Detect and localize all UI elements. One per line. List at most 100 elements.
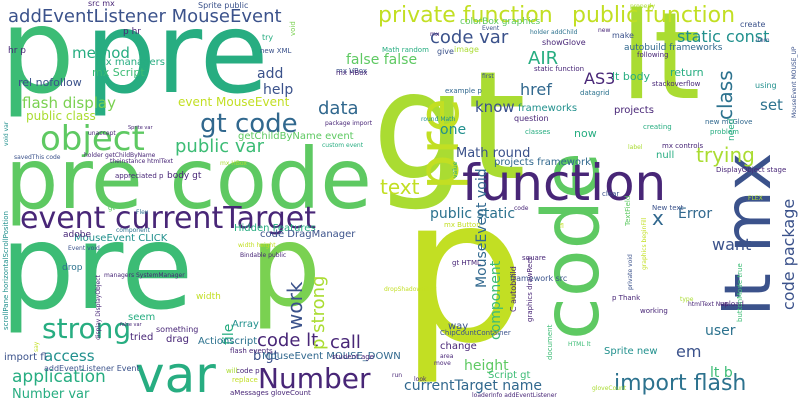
word-59: one: [440, 122, 466, 138]
word-106: give: [437, 47, 454, 56]
word-8: code: [527, 152, 617, 340]
word-81: projects framework: [494, 157, 591, 168]
word-156: code p: [236, 367, 260, 375]
word-167: say: [33, 341, 40, 352]
word-61: MouseEvent void: [474, 168, 490, 288]
word-32: code package: [779, 199, 798, 310]
word-38: know: [475, 98, 515, 116]
word-124: mx controls: [662, 142, 703, 150]
word-170: Event void: [68, 245, 100, 252]
word-172: scrollPane horizontalScrollPosition: [2, 211, 10, 330]
word-144: area: [440, 353, 454, 360]
word-66: mx managers: [96, 57, 165, 68]
word-118: custom event: [322, 142, 364, 149]
word-174: buttonMode true: [736, 263, 744, 322]
word-187: Event: [482, 25, 500, 32]
word-101: mx HBox: [336, 69, 367, 77]
word-69: MouseEvent CLICK: [74, 233, 168, 244]
word-85: lt body: [612, 70, 651, 83]
word-54: user: [705, 323, 736, 339]
word-71: drag: [166, 334, 189, 345]
word-74: seem: [128, 312, 155, 323]
word-110: create: [740, 20, 765, 29]
word-135: Sprite var: [128, 125, 153, 131]
word-143: ChipCountContainer: [440, 329, 511, 337]
word-70: Array: [232, 319, 259, 330]
word-138: gt HTML: [452, 259, 481, 267]
word-148: working: [640, 307, 668, 315]
word-94: hr p: [8, 46, 26, 56]
word-100: void: [289, 21, 297, 36]
word-41: code lt: [257, 330, 318, 351]
word-82: autobuild frameworks: [624, 43, 723, 53]
word-75: way: [448, 321, 468, 332]
word-165: run: [392, 372, 402, 379]
word-64: mx Script: [92, 66, 145, 79]
word-120: creating: [643, 123, 672, 131]
word-22: strong: [42, 312, 131, 345]
word-77: Script gt: [488, 370, 531, 381]
word-184: gt: [108, 204, 115, 212]
word-133: appreciated p: [115, 172, 164, 180]
word-21: text: [380, 175, 420, 199]
word-129: value: [452, 161, 459, 178]
word-90: import fl: [4, 352, 47, 363]
word-128: clear: [602, 190, 619, 198]
word-127: TextField: [624, 196, 632, 227]
word-39: work: [283, 281, 307, 330]
word-98: try: [262, 33, 273, 42]
word-159: Bindable public: [240, 252, 286, 259]
word-160: width height: [238, 242, 276, 249]
word-155: aMessages gloveCount: [230, 389, 311, 397]
word-154: student age: [332, 353, 374, 361]
word-7: p: [250, 202, 321, 332]
word-152: something: [156, 325, 198, 334]
word-111: using: [755, 81, 777, 90]
word-87: null: [656, 150, 674, 161]
word-19: static const: [677, 27, 769, 46]
word-150: upload: [720, 300, 744, 308]
word-122: problem: [710, 128, 739, 136]
word-10: lt mx: [712, 153, 786, 316]
word-4: pre code: [5, 130, 372, 228]
word-6: p: [400, 155, 527, 388]
word-89: MouseEvent MOUSE_DOWN: [262, 351, 401, 362]
word-3: lt: [620, 0, 700, 127]
word-20: gt code: [200, 109, 298, 139]
word-99: new XML: [260, 47, 292, 55]
word-136: unaccept: [88, 130, 116, 137]
word-103: holder addChild: [530, 29, 578, 36]
word-26: public var: [175, 136, 265, 157]
word-25: application: [12, 367, 106, 387]
word-131: drop: [62, 263, 83, 273]
word-35: want: [712, 235, 751, 254]
word-102: Math random: [382, 46, 429, 54]
word-72: Actionscript: [198, 336, 257, 347]
word-141: C autobuild: [509, 266, 518, 312]
word-47: currentTarget name: [404, 378, 542, 394]
word-169: label: [628, 144, 643, 151]
word-53: lt b: [710, 365, 733, 381]
word-126: New text: [652, 204, 684, 212]
word-63: public class: [26, 109, 96, 123]
word-186: mx: [430, 31, 440, 38]
word-17: public function: [572, 3, 735, 28]
word-180: graphics beginFill: [641, 217, 648, 270]
word-147: p Thank: [612, 294, 641, 302]
word-116: round Math: [421, 116, 456, 123]
word-92: body gt: [167, 171, 202, 181]
word-12: event currentTarget: [20, 201, 316, 236]
word-2: gt: [372, 40, 526, 214]
word-140: framework src: [510, 274, 567, 283]
word-5: pre: [0, 198, 193, 336]
word-185: component: [116, 227, 151, 234]
word-33: x: [652, 206, 664, 230]
word-16: private function: [378, 3, 553, 28]
word-171: savedThis code: [14, 154, 61, 161]
word-73: tried: [130, 332, 153, 343]
word-137: mx Button: [444, 221, 481, 229]
word-91: addEventListener Event: [44, 364, 140, 373]
word-68: Hidden Features: [234, 223, 316, 234]
word-31: trying: [696, 143, 755, 167]
word-193: mx HBox: [220, 160, 247, 167]
